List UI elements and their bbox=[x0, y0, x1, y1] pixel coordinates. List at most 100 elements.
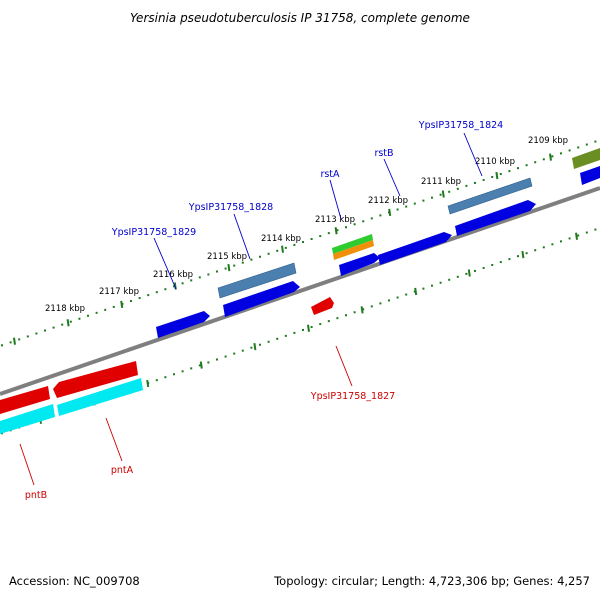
scale-dot bbox=[448, 190, 451, 193]
gene-rstA-green[interactable] bbox=[332, 234, 373, 254]
gene-rstA-cds[interactable] bbox=[339, 253, 380, 276]
gene-label-rstA[interactable]: rstA bbox=[320, 169, 340, 180]
scale-dot bbox=[190, 367, 193, 370]
connector-YpsIP31758_1828 bbox=[233, 213, 251, 260]
scale-dot bbox=[250, 258, 253, 261]
scale-dot bbox=[26, 335, 29, 338]
scale-dot bbox=[456, 187, 459, 190]
gene-label-YpsIP31758_1828[interactable]: YpsIP31758_1828 bbox=[188, 202, 273, 213]
scale-dot bbox=[465, 184, 468, 187]
forward-features bbox=[156, 148, 600, 338]
scale-dot bbox=[439, 281, 442, 284]
scale-dot bbox=[164, 376, 167, 379]
scale-dot bbox=[362, 308, 365, 311]
scale-dot bbox=[104, 308, 107, 311]
gene-rstB-cds[interactable] bbox=[378, 232, 452, 265]
connector-rstB bbox=[383, 158, 401, 197]
scale-dot bbox=[568, 149, 571, 152]
genome-backbone bbox=[0, 186, 600, 396]
scale-labels: 2109 kbp 2110 kbp 2111 kbp 2112 kbp 2113… bbox=[45, 136, 568, 314]
cds-forward-1[interactable] bbox=[455, 200, 536, 236]
scale-dot bbox=[155, 379, 158, 382]
scale-dot bbox=[190, 279, 193, 282]
gene-pntB-feature[interactable] bbox=[0, 386, 50, 414]
scale-dot bbox=[396, 296, 399, 299]
scale-dot bbox=[534, 161, 537, 164]
scale-label: 2112 kbp bbox=[368, 196, 408, 206]
scale-tick bbox=[441, 190, 445, 198]
gene-label-YpsIP31758_1824[interactable]: YpsIP31758_1824 bbox=[418, 120, 503, 131]
scale-dot bbox=[216, 358, 218, 361]
scale-dot bbox=[439, 193, 442, 196]
scale-tick bbox=[334, 227, 338, 235]
scale-tick bbox=[467, 269, 471, 277]
scale-dot bbox=[517, 167, 519, 170]
scale-dot bbox=[508, 258, 511, 261]
scale-dot bbox=[259, 343, 261, 346]
gene-YpsIP31758_1827-feature[interactable] bbox=[311, 297, 334, 315]
connector-pntA bbox=[105, 417, 123, 462]
gene-YpsIP31758_1828-feature[interactable] bbox=[217, 262, 297, 299]
connector-YpsIP31758_1824 bbox=[463, 132, 483, 177]
scale-tick bbox=[146, 379, 150, 388]
scale-label: 2114 kbp bbox=[261, 234, 301, 244]
cds-forward-edge[interactable] bbox=[580, 166, 600, 185]
scale-dot bbox=[431, 284, 433, 287]
scale-label: 2115 kbp bbox=[207, 252, 247, 262]
scale-dot bbox=[241, 349, 244, 352]
gene-YpsIP31758_1829-cds[interactable] bbox=[156, 311, 210, 338]
scale-dot bbox=[233, 264, 236, 267]
scale-label: 2109 kbp bbox=[528, 136, 568, 146]
scale-dot bbox=[207, 361, 210, 364]
scale-dot bbox=[474, 181, 476, 184]
gene-pntA-cds[interactable] bbox=[57, 378, 143, 416]
scale-dot bbox=[18, 338, 21, 341]
gene-label-YpsIP31758_1827[interactable]: YpsIP31758_1827 bbox=[310, 391, 395, 402]
scale-dot bbox=[224, 355, 227, 358]
connector-YpsIP31758_1829 bbox=[153, 237, 177, 290]
scale-label: 2116 kbp bbox=[153, 270, 193, 280]
scale-dot bbox=[585, 231, 588, 234]
scale-dot bbox=[551, 155, 554, 158]
scale-dot bbox=[560, 152, 562, 155]
gene-olive-feature[interactable] bbox=[572, 148, 600, 169]
scale-dot bbox=[9, 341, 12, 344]
scale-dot bbox=[585, 143, 588, 146]
scale-dot bbox=[198, 364, 201, 367]
scale-tick bbox=[549, 153, 552, 161]
scale-dot bbox=[499, 173, 502, 176]
gene-label-pntB[interactable]: pntB bbox=[25, 490, 47, 501]
gene-label-YpsIP31758_1829[interactable]: YpsIP31758_1829 bbox=[111, 227, 196, 238]
scale-dot bbox=[147, 294, 150, 297]
gene-YpsIP31758_1824-feature[interactable] bbox=[447, 177, 533, 215]
scale-label: 2111 kbp bbox=[421, 177, 461, 187]
scale-tick bbox=[388, 208, 392, 217]
accession-text: Accession: NC_009708 bbox=[9, 574, 140, 588]
gene-pntB-cds[interactable] bbox=[0, 404, 55, 434]
scale-dot bbox=[284, 246, 287, 249]
scale-dot bbox=[267, 252, 270, 255]
scale-dot bbox=[327, 232, 330, 235]
map-title: Yersinia pseudotuberculosis IP 31758, co… bbox=[130, 11, 470, 25]
scale-dot bbox=[422, 287, 425, 290]
scale-dot bbox=[87, 314, 89, 317]
gene-label-pntA[interactable]: pntA bbox=[111, 465, 134, 476]
scale-tick bbox=[281, 245, 284, 253]
scale-tick bbox=[414, 287, 418, 296]
scale-dot bbox=[396, 208, 399, 211]
gene-rstA-orange[interactable] bbox=[333, 240, 374, 260]
scale-dot bbox=[69, 320, 72, 323]
gene-pntA-feature[interactable] bbox=[53, 361, 138, 398]
label-connectors bbox=[19, 132, 483, 486]
cds-forward-1828[interactable] bbox=[223, 281, 300, 317]
scale-dot bbox=[35, 332, 38, 335]
gene-label-rstB[interactable]: rstB bbox=[374, 148, 393, 159]
scale-dot bbox=[456, 275, 459, 278]
scale-dot bbox=[491, 176, 494, 179]
scale-dot bbox=[491, 264, 494, 267]
scale-dot bbox=[422, 199, 425, 202]
scale-dot bbox=[499, 261, 502, 264]
scale-tick bbox=[66, 319, 70, 327]
scale-dot bbox=[130, 300, 132, 303]
